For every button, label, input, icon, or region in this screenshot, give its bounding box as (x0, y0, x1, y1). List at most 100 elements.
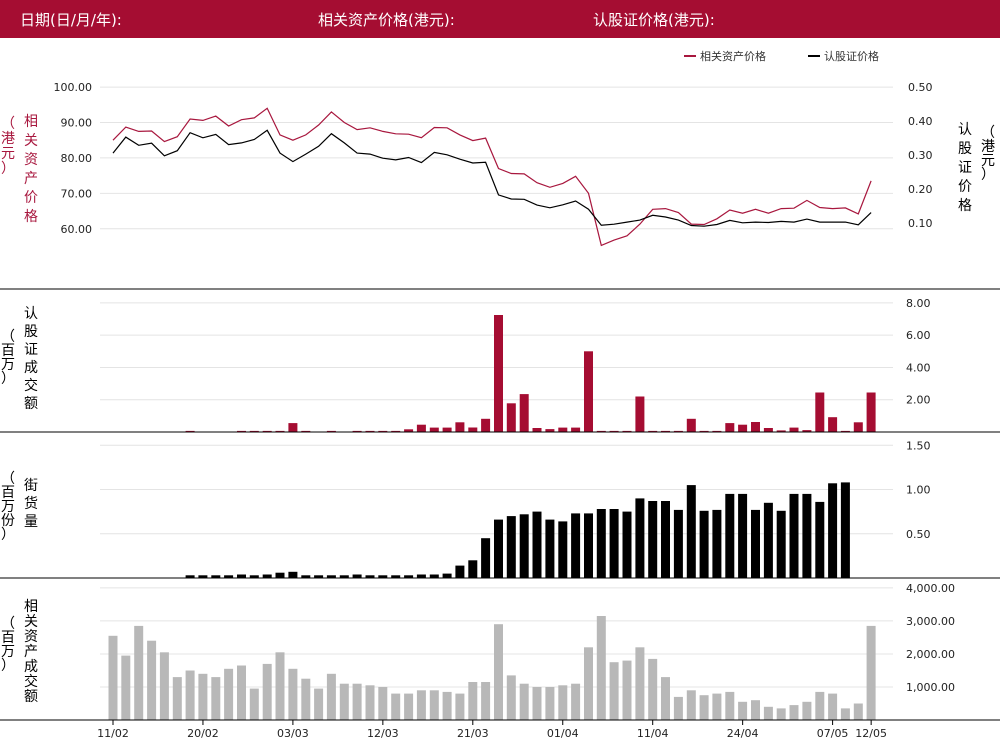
price-left-axis-label: 价 (24, 190, 38, 206)
asset-turnover-bar (185, 670, 195, 720)
asset-price-line (112, 107, 872, 247)
asset-turnover-bar (532, 687, 542, 720)
price-right-axis-label: 认 (958, 122, 972, 138)
asset-turnover-bar (378, 687, 388, 720)
outstanding-bar (648, 501, 658, 578)
outstanding-bar (712, 509, 722, 578)
outstanding-bar (532, 511, 542, 578)
warrant-turnover-bar (545, 429, 555, 432)
asset-turnover-panel (108, 616, 876, 720)
warrant-turnover-bar (622, 430, 632, 432)
outstanding-bar (494, 519, 503, 578)
asset-turnover-bar (262, 663, 272, 720)
outstanding-bar (339, 575, 349, 578)
price-panel (112, 107, 872, 247)
asset-turnover-bar (481, 682, 491, 720)
asset-turnover-bar (738, 701, 748, 720)
warrant-turnover-bar (494, 315, 503, 432)
asset-turnover-bar (622, 660, 632, 720)
outstanding-bar (828, 483, 838, 578)
outstanding-bar (481, 538, 491, 578)
asset-turnover-bar (365, 685, 375, 720)
outstanding-axis-unit: 万 (1, 499, 15, 515)
x-tick-label: 21/03 (457, 727, 489, 740)
asset-turnover-axis-label: 产 (24, 644, 38, 660)
outstanding-bar (352, 574, 362, 578)
asset-turnover-bar (699, 695, 709, 720)
panel-dividers (0, 288, 1000, 725)
x-tick-label: 11/02 (97, 727, 129, 740)
asset-turnover-bar (301, 678, 311, 720)
price-left-axis-label: 相 (24, 114, 38, 130)
asset-turnover-axis-unit: 百 (1, 630, 15, 646)
warrant-turnover-bar (802, 430, 812, 432)
asset-turnover-bar (429, 690, 439, 720)
asset-turnover-axis-label: 成 (24, 659, 38, 675)
outstanding-bar (301, 575, 311, 578)
warrant-turnover-bar (237, 430, 246, 432)
warrant-turnover-bar (532, 428, 542, 432)
price-left-axis-label: 资 (24, 152, 38, 168)
warrant-turnover-axis-unit: 万 (1, 357, 15, 373)
price-left-axis-label: 关 (24, 133, 38, 149)
price-left-axis-unit: ） (1, 161, 15, 177)
outstanding-bar (558, 521, 568, 578)
outstanding-bar (815, 501, 825, 578)
legend-asset-label: 相关资产价格 (700, 49, 766, 63)
outstanding-bar (224, 575, 234, 578)
warrant-turnover-bar (468, 427, 478, 432)
warrant-turnover-bar (661, 430, 670, 432)
price-right-tick: 0.50 (908, 81, 933, 94)
warrant-turnover-axis-unit: 百 (1, 343, 15, 359)
outstanding-bar (635, 498, 645, 578)
outstanding-bar (185, 575, 195, 578)
warrant-turnover-axis-unit: ） (1, 371, 15, 387)
warrant-turnover-bar (673, 430, 683, 432)
axis-labels: 100.00 90.00 80.00 70.00 60.00 0.50 0.40 0.30 0.… (1, 81, 995, 740)
asset-turnover-bar (391, 693, 401, 720)
asset-turnover-bar (198, 673, 208, 720)
outstanding-bar (198, 575, 208, 578)
warrant-turnover-bar (404, 429, 414, 432)
outstanding-bar (262, 574, 272, 578)
warrant-turnover-bar (506, 403, 516, 432)
asset-turnover-bar (224, 668, 234, 720)
outstanding-bar (468, 560, 478, 578)
price-left-tick: 90.00 (61, 117, 93, 130)
asset-turnover-bar (815, 691, 825, 720)
outstanding-bar (275, 572, 285, 578)
price-right-axis-label: 股 (958, 141, 972, 157)
asset-turnover-bar (352, 683, 362, 720)
asset-turnover-bar-tick: 3,000.00 (906, 615, 955, 628)
warrant-turnover-bar (866, 392, 876, 432)
warrant-turnover-bar (301, 430, 311, 432)
warrant-turnover-bar (789, 427, 799, 432)
outstanding-axis-label: 量 (24, 514, 38, 530)
outstanding-bar-tick: 1.50 (906, 439, 931, 452)
warrant-turnover-bar (519, 394, 529, 432)
asset-turnover-bar-tick: 4,000.00 (906, 582, 955, 595)
outstanding-bar (442, 573, 452, 578)
asset-turnover-bar (416, 690, 426, 720)
asset-turnover-bar (584, 647, 593, 720)
outstanding-bar (455, 565, 465, 578)
asset-turnover-axis-unit: ） (1, 658, 15, 674)
warrant-turnover-bar (776, 430, 786, 432)
legend-warrant-label: 认股证价格 (824, 49, 879, 63)
outstanding-bar (802, 493, 812, 578)
asset-turnover-bar (712, 693, 722, 720)
warrant-turnover-bar (275, 430, 285, 432)
warrant-turnover-bar (558, 427, 568, 432)
asset-turnover-axis-label: 交 (24, 673, 38, 690)
price-left-tick: 70.00 (61, 187, 93, 200)
outstanding-bar (429, 574, 439, 578)
asset-turnover-bar (237, 665, 246, 720)
warrant-turnover-bar (571, 427, 581, 432)
asset-turnover-bar (545, 687, 555, 720)
x-tick-label: 12/05 (855, 727, 887, 740)
x-tick-label: 24/04 (727, 727, 759, 740)
warrant-turnover-bar (853, 422, 863, 432)
outstanding-bar (673, 509, 683, 578)
outstanding-axis-unit: （ (1, 471, 15, 487)
warrant-turnover-bar (763, 428, 773, 432)
